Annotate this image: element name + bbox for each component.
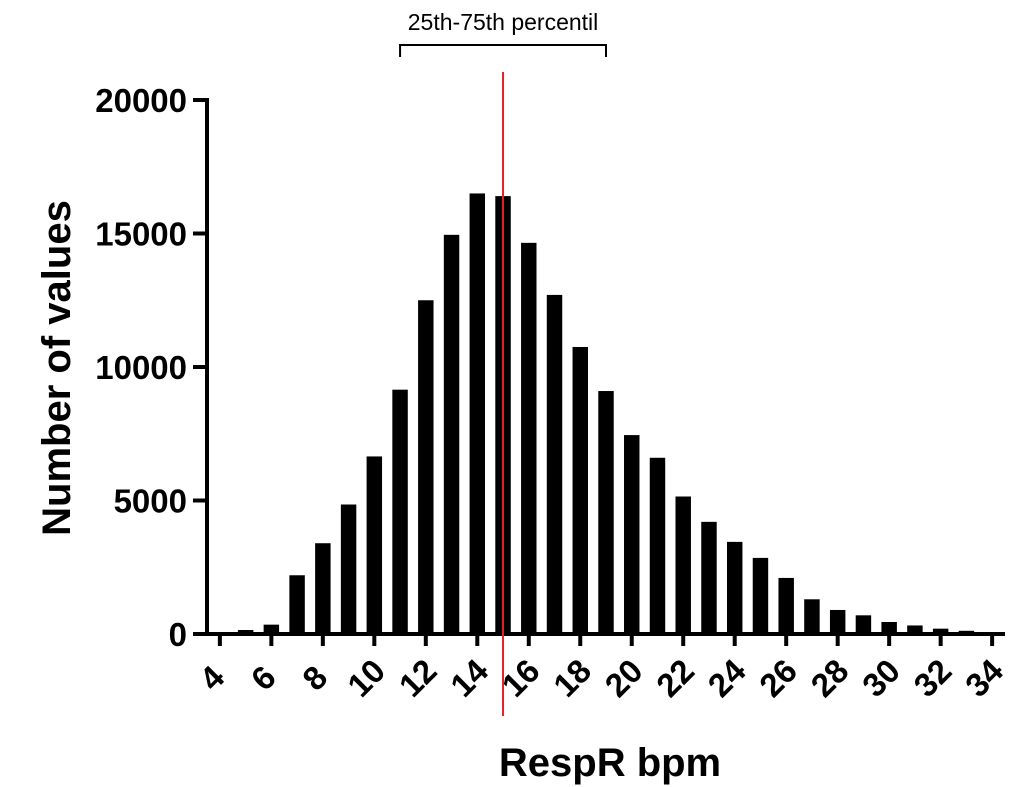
x-tick-label: 10 bbox=[340, 652, 392, 704]
bar bbox=[341, 505, 356, 635]
y-tick-label: 15000 bbox=[95, 216, 187, 253]
bar bbox=[367, 456, 382, 634]
bar bbox=[444, 235, 459, 634]
x-tick-label: 14 bbox=[443, 651, 496, 704]
bar bbox=[573, 347, 588, 634]
x-tick-label: 26 bbox=[752, 652, 804, 704]
bar bbox=[650, 458, 665, 634]
bars bbox=[212, 193, 1000, 634]
bar bbox=[547, 295, 562, 634]
x-tick-label: 30 bbox=[855, 652, 907, 704]
x-tick-label: 18 bbox=[546, 652, 598, 704]
x-ticks: 4 6 8 10 12 14 16 18 20 22 24 26 28 30 32 34 bbox=[192, 634, 1009, 704]
bar bbox=[521, 243, 536, 634]
bar bbox=[598, 391, 613, 634]
x-tick-label: 32 bbox=[906, 652, 958, 704]
bar bbox=[856, 615, 871, 634]
x-tick-label: 12 bbox=[392, 652, 444, 704]
bar bbox=[418, 300, 433, 634]
y-axis-title: Number of values bbox=[35, 200, 79, 536]
x-tick-label: 4 bbox=[192, 658, 232, 698]
bar bbox=[830, 610, 845, 634]
x-tick-label: 20 bbox=[598, 652, 650, 704]
bar bbox=[804, 599, 819, 634]
bar bbox=[315, 543, 330, 634]
bar bbox=[289, 575, 304, 634]
x-tick-label: 24 bbox=[701, 651, 754, 704]
bar bbox=[676, 497, 691, 635]
bar bbox=[778, 578, 793, 634]
bar bbox=[392, 390, 407, 634]
x-tick-label: 6 bbox=[244, 658, 283, 697]
y-ticks: 0 5000 10000 15000 20000 bbox=[95, 82, 207, 653]
x-tick-label: 34 bbox=[958, 651, 1009, 704]
x-tick-label: 28 bbox=[803, 652, 855, 704]
bar bbox=[727, 542, 742, 634]
percentile-label: 25th-75th percentil bbox=[408, 9, 599, 35]
percentile-bracket bbox=[400, 45, 606, 57]
y-tick-label: 0 bbox=[169, 616, 187, 653]
bar bbox=[624, 435, 639, 634]
y-tick-label: 5000 bbox=[114, 483, 187, 520]
y-tick-label: 10000 bbox=[95, 349, 187, 386]
percentile-annotation: 25th-75th percentil bbox=[400, 9, 606, 57]
bar bbox=[701, 522, 716, 634]
x-axis-title: RespR bpm bbox=[499, 741, 721, 785]
bar bbox=[470, 193, 485, 634]
y-tick-label: 20000 bbox=[95, 82, 187, 119]
x-tick-label: 22 bbox=[649, 652, 701, 704]
x-tick-label: 8 bbox=[295, 658, 334, 697]
bar bbox=[753, 558, 768, 634]
